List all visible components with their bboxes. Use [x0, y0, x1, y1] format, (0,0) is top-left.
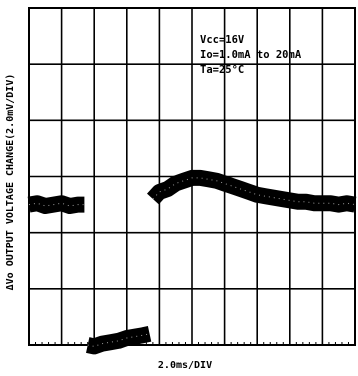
annotation-vcc: Vcc=16V: [200, 34, 245, 46]
x-axis-label: 2.0ms/DIV: [158, 360, 212, 371]
trace-segment: [27, 195, 86, 214]
annotation-ta: Ta=25°C: [200, 64, 244, 76]
output-voltage-trace: [27, 169, 357, 355]
annotation-io: Io=1.0mA to 20mA: [200, 49, 302, 61]
trace-segment: [86, 325, 152, 355]
trace-segment: [146, 169, 357, 213]
y-axis-label: ΔVo OUTPUT VOLTAGE CHANGE(2.0mV/DIV): [5, 74, 16, 291]
